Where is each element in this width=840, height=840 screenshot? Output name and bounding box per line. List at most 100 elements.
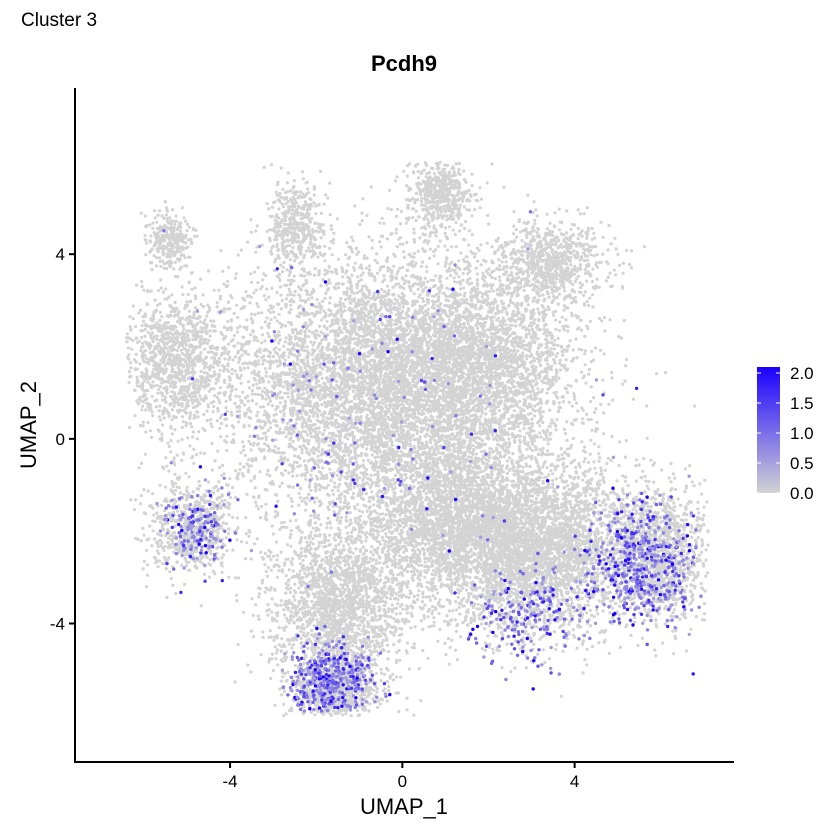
cell-point	[526, 193, 530, 197]
cell-point	[256, 614, 260, 618]
cell-point	[409, 626, 413, 630]
cell-point	[614, 273, 618, 277]
cell-point	[314, 489, 318, 493]
cell-point	[628, 526, 632, 530]
cell-point	[566, 383, 570, 387]
cell-point	[249, 280, 254, 285]
cell-point	[436, 591, 440, 595]
cell-point	[442, 619, 447, 623]
cell-point	[212, 491, 216, 495]
cell-point	[455, 434, 459, 438]
cell-point	[453, 618, 457, 622]
cell-point	[436, 451, 441, 455]
cell-point	[431, 456, 435, 460]
cell-point	[205, 371, 209, 376]
cell-point	[423, 603, 427, 607]
cell-point	[412, 594, 416, 599]
cell-point	[434, 478, 438, 482]
cell-point	[208, 557, 212, 562]
cell-point	[165, 464, 169, 468]
cell-point	[509, 651, 513, 656]
cell-point	[146, 489, 150, 493]
cell-point	[568, 609, 572, 613]
cell-point	[412, 231, 416, 235]
cell-point	[423, 276, 427, 280]
cell-point	[129, 361, 133, 365]
cell-point	[225, 409, 229, 413]
cell-point	[555, 295, 559, 299]
cell-point	[287, 287, 291, 291]
cell-point	[616, 252, 620, 256]
cell-point	[164, 456, 168, 460]
cell-point	[358, 222, 362, 227]
cell-point	[264, 367, 268, 371]
cell-point	[478, 586, 482, 590]
cell-point	[386, 610, 390, 614]
cell-point	[462, 169, 466, 173]
cell-point	[382, 221, 386, 225]
cell-point	[273, 645, 277, 649]
cell-point	[308, 639, 312, 644]
cell-point	[275, 648, 279, 652]
cell-point	[154, 240, 158, 244]
cell-point	[627, 519, 631, 523]
cell-point	[450, 638, 454, 642]
cell-point	[425, 164, 429, 168]
cell-point	[447, 170, 452, 174]
cell-point	[419, 199, 423, 203]
cell-point	[208, 308, 212, 312]
cell-point	[251, 329, 255, 333]
cell-point	[378, 702, 382, 706]
cell-point	[269, 163, 274, 167]
cell-point	[596, 612, 600, 616]
cell-point	[386, 488, 390, 492]
cell-point	[140, 279, 144, 284]
cell-point	[315, 363, 319, 367]
cell-point	[501, 246, 505, 250]
cell-point	[585, 299, 589, 304]
cell-point	[507, 273, 511, 277]
cell-point	[427, 588, 431, 592]
cell-point	[343, 298, 348, 302]
cell-point	[585, 242, 589, 246]
cell-point	[533, 218, 537, 222]
cell-point	[502, 185, 506, 189]
cell-point	[255, 537, 259, 541]
cell-point	[254, 500, 258, 504]
cell-point	[381, 401, 385, 405]
cell-point	[130, 347, 134, 351]
cell-point	[166, 540, 170, 545]
cell-point	[281, 675, 285, 679]
cell-point	[157, 409, 161, 413]
cell-point	[140, 345, 144, 349]
cell-point	[161, 562, 165, 566]
cell-point	[144, 408, 148, 412]
cell-point	[127, 353, 131, 357]
cell-point	[274, 657, 278, 661]
cell-point	[158, 483, 162, 487]
cell-point	[287, 471, 291, 475]
cell-point	[185, 485, 189, 489]
cell-point	[195, 234, 199, 238]
cell-point	[184, 338, 188, 342]
cell-point	[392, 523, 396, 527]
cell-point	[445, 614, 449, 618]
cell-point	[599, 220, 603, 224]
cell-point	[328, 181, 332, 185]
cell-point	[222, 325, 226, 329]
cell-point	[454, 221, 458, 225]
cell-point	[134, 352, 138, 356]
cell-point	[176, 439, 180, 443]
cell-point	[458, 229, 462, 233]
cell-point	[548, 621, 552, 625]
cell-point	[242, 366, 246, 370]
cell-point	[416, 249, 420, 253]
cell-point	[401, 607, 405, 611]
cell-point	[326, 196, 330, 200]
cell-point	[340, 389, 344, 393]
cell-point	[487, 267, 491, 271]
cell-point	[379, 587, 384, 591]
cell-point	[483, 449, 487, 453]
cell-point	[299, 629, 303, 634]
cell-point	[173, 472, 177, 476]
